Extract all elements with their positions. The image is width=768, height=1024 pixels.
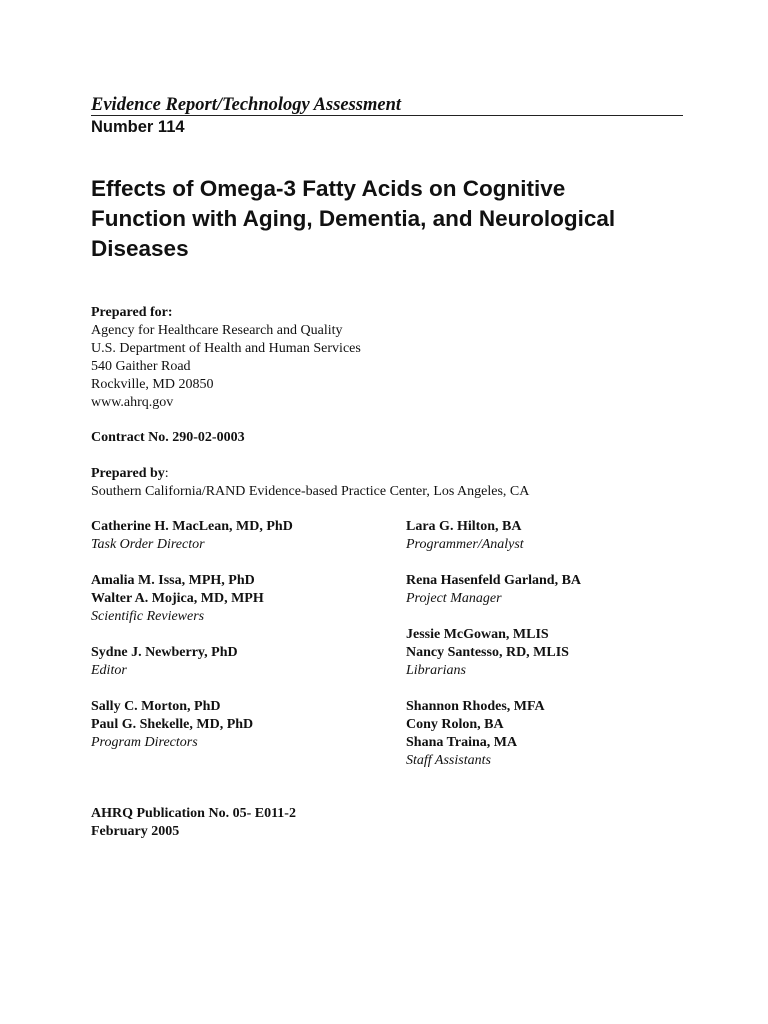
staff-name: Shana Traina, MA <box>406 735 518 750</box>
staff-group: Sally C. Morton, PhD Paul G. Shekelle, M… <box>91 698 253 752</box>
staff-role: Librarians <box>406 663 466 678</box>
staff-role: Project Manager <box>406 591 502 606</box>
staff-name: Sally C. Morton, PhD <box>91 699 221 714</box>
staff-group: Jessie McGowan, MLIS Nancy Santesso, RD,… <box>406 626 569 680</box>
staff-group: Amalia M. Issa, MPH, PhD Walter A. Mojic… <box>91 572 264 626</box>
staff-group: Lara G. Hilton, BA Programmer/Analyst <box>406 518 524 554</box>
publication-number: AHRQ Publication No. 05- E011-2 <box>91 806 296 821</box>
publication-date: February 2005 <box>91 824 180 839</box>
address-line: 540 Gaither Road <box>91 359 191 374</box>
staff-name: Shannon Rhodes, MFA <box>406 699 545 714</box>
staff-name: Paul G. Shekelle, MD, PhD <box>91 717 254 732</box>
prepared-by-organization: Southern California/RAND Evidence-based … <box>91 484 530 499</box>
staff-role: Staff Assistants <box>406 753 491 768</box>
report-number: Number 114 <box>91 118 185 136</box>
staff-name: Catherine H. MacLean, MD, PhD <box>91 519 293 534</box>
publication-info: AHRQ Publication No. 05- E011-2 February… <box>91 805 296 841</box>
staff-name: Rena Hasenfeld Garland, BA <box>406 573 582 588</box>
staff-name: Walter A. Mojica, MD, MPH <box>91 591 264 606</box>
staff-name: Nancy Santesso, RD, MLIS <box>406 645 569 660</box>
contract-number: Contract No. 290-02-0003 <box>91 430 245 445</box>
report-series-title: Evidence Report/Technology Assessment <box>91 95 402 115</box>
staff-name: Cony Rolon, BA <box>406 717 504 732</box>
address-line: Agency for Healthcare Research and Quali… <box>91 323 343 338</box>
website-text: www.ahrq.gov <box>91 395 174 410</box>
staff-role: Program Directors <box>91 735 198 750</box>
staff-group: Rena Hasenfeld Garland, BA Project Manag… <box>406 572 581 608</box>
report-title: Effects of Omega-3 Fatty Acids on Cognit… <box>91 174 731 264</box>
prepared-by-label: Prepared by <box>91 466 165 481</box>
prepared-by-colon: : <box>164 466 169 481</box>
report-title-line: Diseases <box>91 236 189 261</box>
staff-name: Lara G. Hilton, BA <box>406 519 522 534</box>
report-title-line: Effects of Omega-3 Fatty Acids on Cognit… <box>91 176 566 201</box>
prepared-for-label: Prepared for: <box>91 305 173 320</box>
prepared-by-section: Prepared by: Southern California/RAND Ev… <box>91 465 529 501</box>
header-rule <box>91 115 683 116</box>
staff-group: Sydne J. Newberry, PhD Editor <box>91 644 238 680</box>
staff-group: Catherine H. MacLean, MD, PhD Task Order… <box>91 518 293 554</box>
staff-role: Task Order Director <box>91 537 205 552</box>
report-title-line: Function with Aging, Dementia, and Neuro… <box>91 206 616 231</box>
staff-name: Jessie McGowan, MLIS <box>406 627 549 642</box>
staff-role: Programmer/Analyst <box>406 537 524 552</box>
staff-role: Scientific Reviewers <box>91 609 205 624</box>
staff-name: Amalia M. Issa, MPH, PhD <box>91 573 255 588</box>
staff-name: Sydne J. Newberry, PhD <box>91 645 238 660</box>
address-line: U.S. Department of Health and Human Serv… <box>91 341 361 356</box>
staff-role: Editor <box>91 663 127 678</box>
prepared-for-section: Prepared for: Agency for Healthcare Rese… <box>91 304 361 412</box>
address-line: Rockville, MD 20850 <box>91 377 214 392</box>
prepared-by-heading: Prepared by: <box>91 465 529 483</box>
staff-group: Shannon Rhodes, MFA Cony Rolon, BA Shana… <box>406 698 545 770</box>
